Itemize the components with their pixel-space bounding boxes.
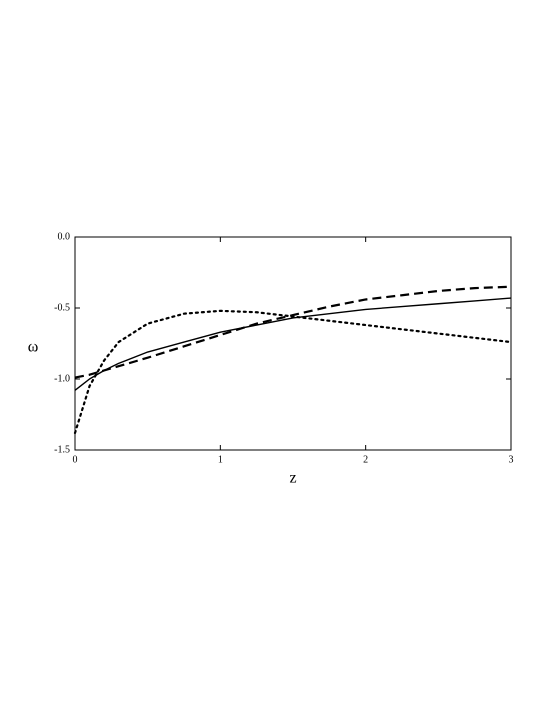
- x-tick-label: 2: [363, 454, 368, 465]
- plot-frame: [74, 236, 512, 451]
- y-tick-label: -0.5: [54, 302, 70, 313]
- y-tick-label: -1.5: [54, 444, 70, 455]
- line: [73, 309, 513, 435]
- y-tick-label: 0.0: [58, 231, 71, 242]
- x-axis-label: z: [289, 470, 296, 487]
- y-tick-label: -1.0: [54, 373, 70, 384]
- x-tick-label: 0: [73, 454, 78, 465]
- x-tick-label: 3: [509, 454, 514, 465]
- line: [74, 297, 512, 391]
- line: [74, 285, 512, 379]
- x-tick-label: 1: [218, 454, 223, 465]
- y-axis-label: ω: [28, 339, 39, 356]
